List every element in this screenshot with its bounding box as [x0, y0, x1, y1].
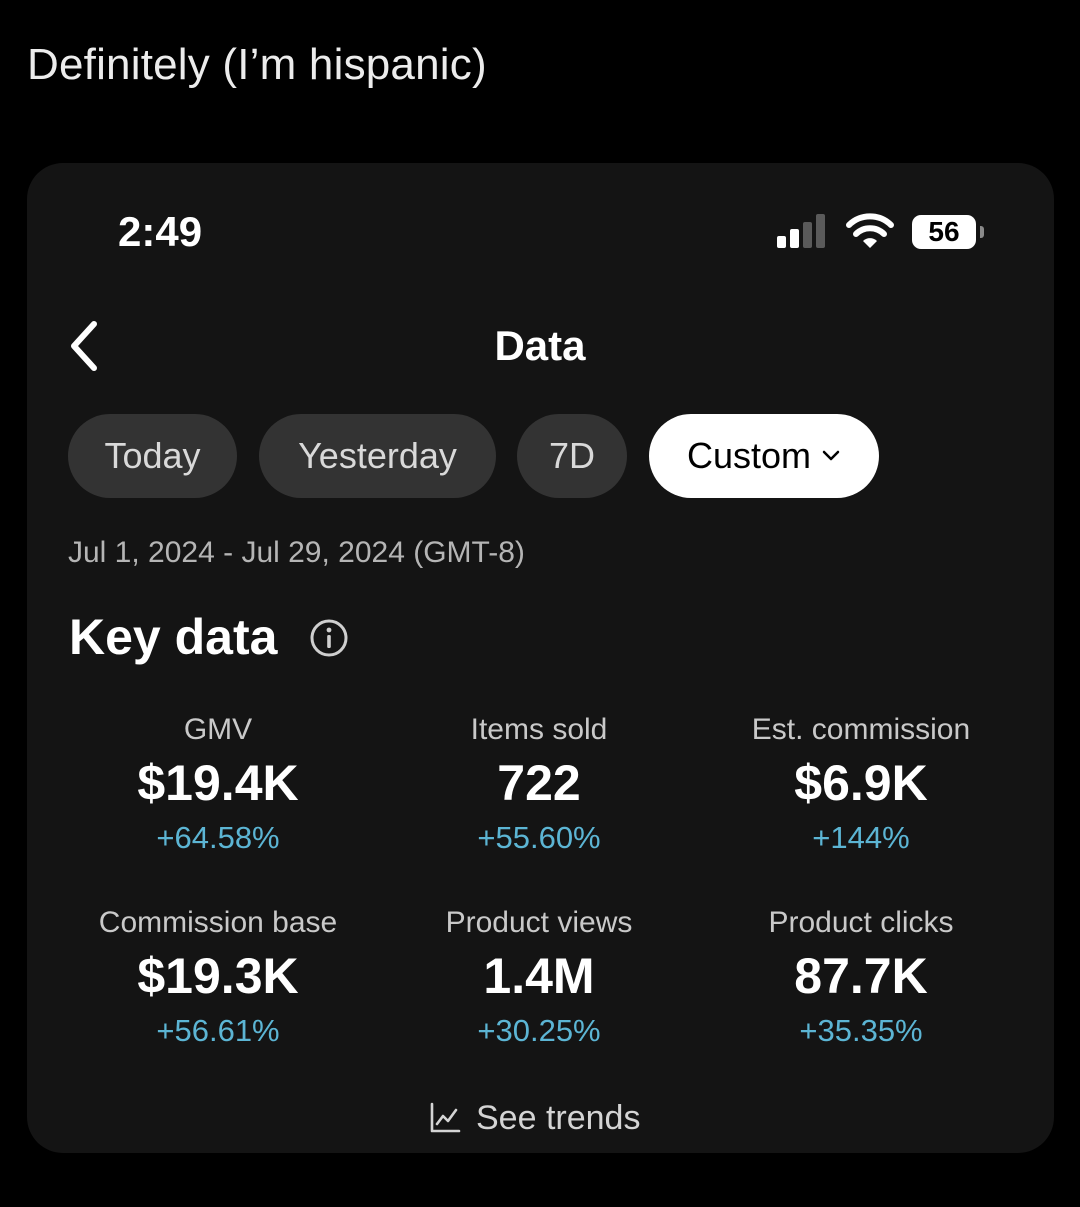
filter-chip-yesterday[interactable]: Yesterday — [259, 414, 496, 498]
metric-change: +30.25% — [477, 1013, 601, 1048]
metric-commission-base[interactable]: Commission base $19.3K +56.61% — [53, 903, 383, 1051]
status-time: 2:49 — [118, 208, 203, 255]
chip-label: Custom — [686, 435, 812, 476]
metric-value: 87.7K — [794, 948, 928, 1004]
metric-items-sold[interactable]: Items sold 722 +55.60% — [374, 710, 704, 858]
metric-change: +144% — [812, 820, 910, 855]
metric-value: $6.9K — [794, 755, 928, 811]
see-trends-link[interactable]: See trends — [428, 1094, 640, 1142]
metric-product-views[interactable]: Product views 1.4M +30.25% — [374, 903, 704, 1051]
metric-label: Items sold — [470, 713, 608, 746]
filter-chip-7d[interactable]: 7D — [517, 414, 627, 498]
metric-label: Commission base — [98, 906, 338, 939]
back-button[interactable] — [62, 318, 106, 374]
date-range: Jul 1, 2024 - Jul 29, 2024 (GMT-8) — [68, 536, 525, 569]
battery-icon: 56 — [912, 215, 984, 249]
metric-label: Product clicks — [768, 906, 954, 939]
section-title-key-data: Key data — [69, 609, 278, 665]
filter-chip-custom[interactable]: Custom — [649, 414, 879, 498]
battery-nub — [980, 226, 984, 238]
metric-gmv[interactable]: GMV $19.4K +64.58% — [53, 710, 383, 858]
chip-label: Today — [104, 435, 201, 476]
info-icon[interactable] — [309, 618, 349, 658]
metric-value: $19.3K — [137, 948, 299, 1004]
metric-value: 1.4M — [483, 948, 595, 1004]
chip-label: Yesterday — [298, 435, 457, 476]
metric-change: +55.60% — [477, 820, 601, 855]
see-trends-label: See trends — [476, 1098, 641, 1137]
metric-value: 722 — [497, 755, 581, 811]
metric-est-commission[interactable]: Est. commission $6.9K +144% — [696, 710, 1026, 858]
metric-value: $19.4K — [137, 755, 299, 811]
metric-change: +56.61% — [156, 1013, 280, 1048]
filter-chip-today[interactable]: Today — [68, 414, 237, 498]
metric-change: +35.35% — [799, 1013, 923, 1048]
page-title: Data — [494, 322, 586, 369]
line-chart-icon — [430, 1102, 461, 1133]
metric-label: Est. commission — [751, 713, 971, 746]
chevron-left-icon — [71, 321, 97, 371]
wifi-icon — [846, 213, 894, 248]
metric-product-clicks[interactable]: Product clicks 87.7K +35.35% — [696, 903, 1026, 1051]
screenshot-card — [27, 163, 1054, 1153]
battery-level: 56 — [928, 216, 960, 247]
metric-label: GMV — [183, 713, 253, 746]
metric-change: +64.58% — [156, 820, 280, 855]
post-caption: Definitely (I’m hispanic) — [27, 40, 487, 89]
chevron-down-icon — [822, 450, 840, 461]
battery-body — [912, 215, 976, 249]
metric-label: Product views — [445, 906, 633, 939]
signal-icon — [777, 214, 825, 248]
chip-label: 7D — [548, 435, 596, 476]
